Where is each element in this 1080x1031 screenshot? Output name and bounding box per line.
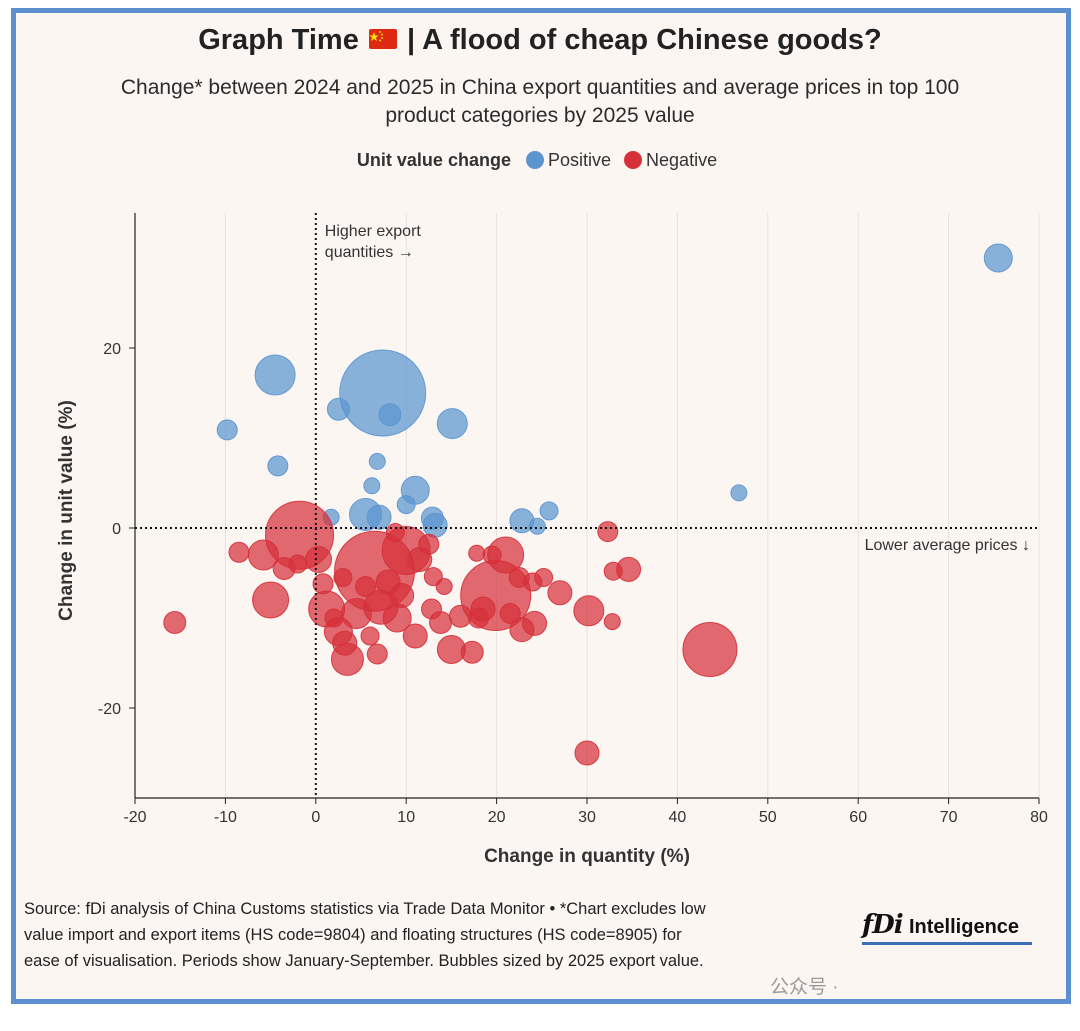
legend-item-negative: Negative <box>622 150 717 170</box>
bubble-negative <box>499 603 521 624</box>
bubble-negative <box>603 613 621 631</box>
bubble-positive <box>254 354 296 396</box>
x-tick-label: -20 <box>123 809 146 826</box>
bubble-negative <box>163 611 187 634</box>
x-tick-label: 40 <box>669 809 687 826</box>
x-tick-label: 10 <box>397 809 415 826</box>
chart-title: Graph Time | A flood of cheap Chinese go… <box>198 24 882 56</box>
legend-negative-label: Negative <box>646 150 718 170</box>
bubble-negative <box>573 595 605 627</box>
bubble-positive <box>339 349 427 437</box>
bubble-negative <box>288 554 308 574</box>
bubble-negative <box>448 604 472 628</box>
x-tick-label: 80 <box>1030 809 1048 826</box>
bubble-negative <box>421 598 443 620</box>
bubble-negative <box>435 578 453 595</box>
bubble-negative <box>402 623 428 649</box>
legend-negative-dot <box>624 151 643 169</box>
x-tick-label: 30 <box>578 809 596 826</box>
bubble-negative <box>385 523 405 542</box>
bubble-negative <box>482 545 502 565</box>
bubble-positive <box>267 455 289 477</box>
bubble-positive <box>363 477 381 495</box>
bubble-negative <box>547 580 573 606</box>
source-line-3: ease of visualisation. Periods show Janu… <box>24 952 704 970</box>
chart-subtitle: Change* between 2024 and 2025 in China e… <box>20 74 1060 130</box>
bubble-positive <box>436 408 468 440</box>
bubble-negative <box>324 608 344 628</box>
x-tick-label: -10 <box>214 809 237 826</box>
x-tick-label: 60 <box>849 809 867 826</box>
source-line-1: Source: fDi analysis of China Customs st… <box>24 900 706 918</box>
bubble-negative <box>603 561 623 581</box>
bubble-chart: -20 -10 0 10 20 30 40 50 60 70 80 20 0 -20 Change in q… <box>56 213 1048 867</box>
bubble-negative <box>574 740 600 766</box>
annotation-higher-quantities-1: Higher export <box>325 223 422 240</box>
x-tick-label: 20 <box>488 809 506 826</box>
legend-positive-dot <box>525 151 544 169</box>
bubble-positive <box>539 501 559 521</box>
bubble-negative <box>460 640 484 664</box>
annotation-higher-quantities-2: quantities → <box>325 244 414 261</box>
bubble-positive <box>730 484 748 502</box>
bubble-positive <box>216 419 238 441</box>
legend-item-positive: Positive <box>524 150 616 170</box>
x-tick-label: 70 <box>940 809 958 826</box>
wechat-watermark: 公众号 · <box>770 977 839 998</box>
bubble-negative <box>252 581 290 619</box>
subtitle-line-1: Change* between 2024 and 2025 in China e… <box>120 76 960 99</box>
bubble-negative <box>312 573 334 595</box>
bubble-negative <box>389 583 415 608</box>
bubble-negative <box>522 610 548 636</box>
source-line-2: value import and export items (HS code=9… <box>24 926 682 944</box>
bubble-positive <box>420 506 444 530</box>
y-axis-title: Change in unit value (%) <box>56 400 77 621</box>
bubble-negative <box>333 568 353 587</box>
source-note: Source: fDi analysis of China Customs st… <box>24 896 844 974</box>
bubble-negative <box>468 544 486 562</box>
y-tick-label: -20 <box>98 701 121 718</box>
bubble-positive <box>368 452 386 470</box>
bubble-negative <box>360 626 380 646</box>
bubble-negative <box>523 572 543 592</box>
bubble-positive <box>378 403 402 427</box>
bubble-negative <box>332 630 358 656</box>
legend-title: Unit value change <box>356 150 511 170</box>
bubble-negative <box>228 541 250 563</box>
bubble-positive <box>983 243 1013 273</box>
bubble-negative <box>305 546 333 573</box>
bubble-negative <box>418 533 440 555</box>
subtitle-line-2: product categories by 2025 value <box>385 104 695 127</box>
legend-positive-label: Positive <box>547 150 612 170</box>
annotation-lower-prices: Lower average prices ↓ <box>865 537 1030 554</box>
bubble-positive <box>528 517 546 535</box>
x-tick-label: 0 <box>311 809 320 826</box>
bubble-negative <box>366 643 388 665</box>
bubble-negative <box>468 607 490 629</box>
china-flag-icon <box>368 29 397 50</box>
y-tick-label: 0 <box>112 521 121 538</box>
bubble-negative <box>597 521 619 543</box>
bubble-negative <box>682 622 738 677</box>
x-axis-title: Change in quantity (%) <box>484 846 690 867</box>
logo-mark: fDi <box>862 910 904 940</box>
bubble-positive <box>396 495 416 515</box>
x-tick-label: 50 <box>759 809 777 826</box>
logo-underline <box>862 942 1032 945</box>
legend: Unit value change Positive Negative <box>0 150 1080 171</box>
bubble-negative <box>355 576 377 597</box>
bubble-positive <box>366 504 392 530</box>
y-tick-label: 20 <box>103 341 121 358</box>
bubble-positive <box>326 397 350 421</box>
logo-word: Intelligence <box>909 916 1020 938</box>
fdi-intelligence-logo: fDi Intelligence <box>862 910 1032 945</box>
